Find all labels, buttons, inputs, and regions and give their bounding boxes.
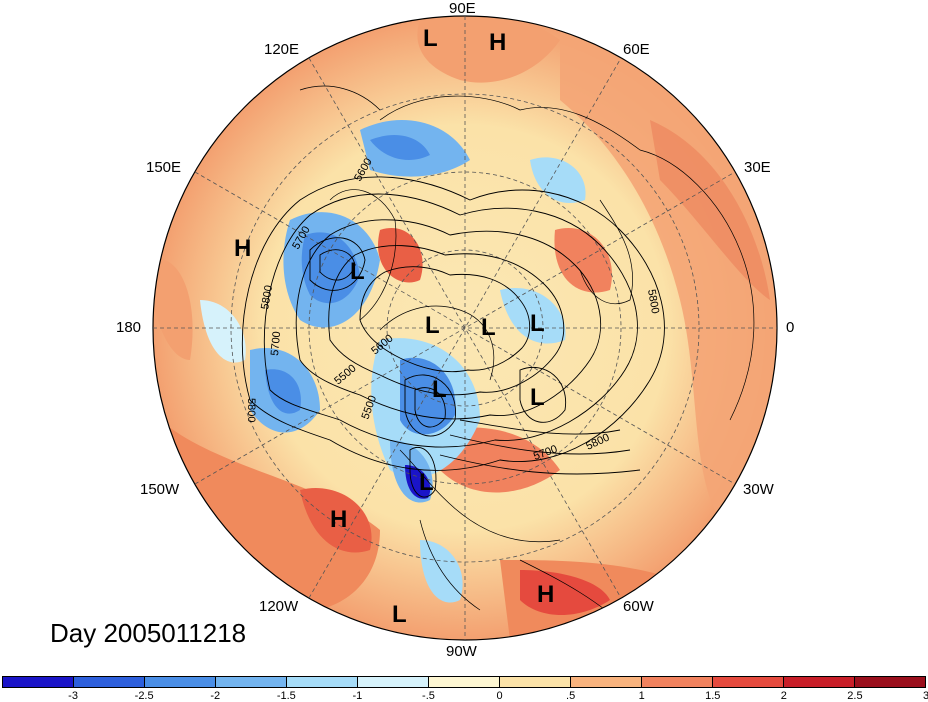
lon-label-150e: 150E [146, 159, 182, 176]
colorbar-tick-label: -2 [210, 690, 221, 702]
colorbar-tick-label: 3 [922, 690, 928, 702]
contour-label: 5800 [259, 284, 275, 310]
colorbar-swatch [855, 677, 925, 687]
colorbar-tick-label: 2.5 [847, 690, 863, 702]
lon-label-180: 180 [116, 319, 142, 336]
colorbar-tick-label: -2.5 [134, 690, 154, 702]
contour-label: 5800 [645, 288, 661, 314]
low-center-label: L [530, 310, 545, 337]
colorbar-tick-label: -.5 [422, 690, 435, 702]
low-center-label: L [425, 312, 440, 339]
lon-label-150w: 150W [140, 481, 180, 498]
colorbar-tick-label: -1 [352, 690, 363, 702]
colorbar-swatch [145, 677, 216, 687]
colorbar-swatch [216, 677, 287, 687]
colorbar-swatch [642, 677, 713, 687]
lon-label-60w: 60W [623, 598, 654, 615]
high-center-label: H [537, 581, 554, 608]
colorbar-tick-label: 0 [496, 690, 503, 702]
colorbar-swatch [500, 677, 571, 687]
lon-label-120e: 120E [264, 41, 300, 58]
colorbar-swatch [571, 677, 642, 687]
low-center-label: L [419, 469, 434, 496]
contour-label: 5800 [245, 398, 257, 422]
colorbar-tick-label: 1 [638, 690, 645, 702]
low-center-label: L [392, 601, 407, 628]
lon-label-60e: 60E [623, 41, 650, 58]
colorbar-tick-label: .5 [566, 690, 576, 702]
colorbar-swatch [287, 677, 358, 687]
lon-label-90e: 90E [449, 0, 476, 17]
colorbar-swatch [358, 677, 429, 687]
colorbar-swatch [74, 677, 145, 687]
colorbar-tick-label: -1.5 [276, 690, 296, 702]
colorbar-tick-label: 2 [780, 690, 787, 702]
contour-label: 5700 [269, 331, 283, 356]
colorbar-swatch [3, 677, 74, 687]
day-label: Day 2005011218 [50, 618, 247, 648]
low-center-label: L [481, 314, 496, 341]
colorbar-swatch [784, 677, 855, 687]
colorbar-swatches [2, 676, 926, 688]
lon-label-0: 0 [786, 319, 795, 336]
high-center-label: H [234, 235, 251, 262]
colorbar-swatch [713, 677, 784, 687]
pressure-centers: L H H L L L L L L L H L H [234, 25, 554, 628]
low-center-label: L [423, 25, 438, 52]
lon-label-90w: 90W [446, 643, 477, 660]
anomaly-field [153, 16, 777, 640]
high-center-label: H [489, 29, 506, 56]
graticule [153, 16, 777, 640]
colorbar-swatch [429, 677, 500, 687]
colorbar-tick-label: -3 [68, 690, 78, 702]
height-contours [241, 176, 665, 498]
colorbar-tick-label: 1.5 [705, 690, 721, 702]
low-center-label: L [432, 376, 447, 403]
low-center-label: L [530, 384, 545, 411]
lon-label-30e: 30E [744, 159, 771, 176]
lon-label-120w: 120W [259, 598, 299, 615]
colorbar: -3 -2.5 -2 -1.5 -1 -.5 0 .5 1 1.5 2 2.5 3 [0, 676, 928, 702]
lon-label-30w: 30W [743, 481, 774, 498]
low-center-label: L [350, 258, 365, 285]
high-center-label: H [330, 506, 347, 533]
